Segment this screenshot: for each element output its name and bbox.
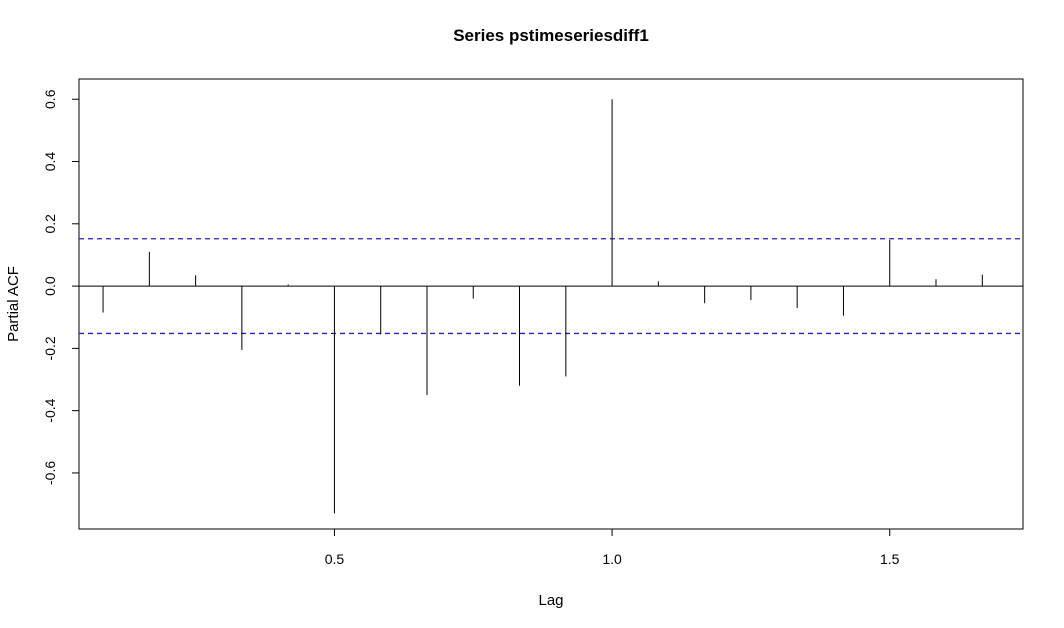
y-tick-label: 0.6: [42, 89, 58, 109]
pacf-spikes: [102, 99, 983, 514]
x-axis: 0.5 1.0 1.5: [325, 529, 900, 567]
y-axis: -0.6 -0.4 -0.2 0.0 0.2 0.4 0.6: [42, 89, 79, 485]
y-tick-label: -0.6: [42, 461, 58, 485]
y-tick-label: 0.0: [42, 276, 58, 296]
confidence-bounds: [79, 238, 1023, 335]
x-axis-label: Lag: [538, 592, 563, 609]
y-tick-label: 0.2: [42, 214, 58, 234]
y-tick-label: -0.2: [42, 336, 58, 360]
y-tick-label: 0.4: [42, 152, 58, 172]
x-tick-label: 0.5: [325, 551, 345, 567]
chart-title: Series pstimeseriesdiff1: [453, 26, 649, 45]
y-axis-label: Partial ACF: [5, 266, 22, 342]
x-tick-label: 1.5: [880, 551, 900, 567]
x-tick-label: 1.0: [602, 551, 622, 567]
y-tick-label: -0.4: [42, 398, 58, 422]
plot-frame: [78, 78, 1024, 530]
